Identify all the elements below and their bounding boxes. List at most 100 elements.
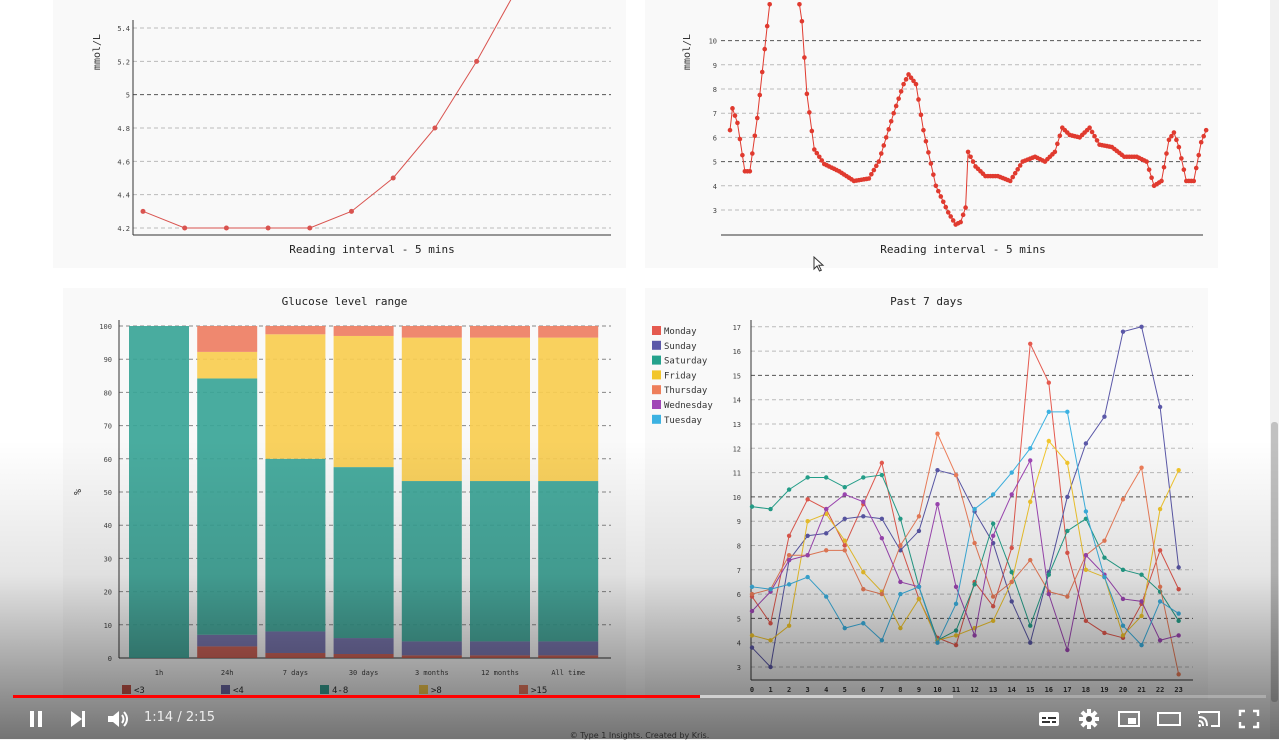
progress-bar[interactable] (13, 695, 1266, 698)
data-point (1120, 329, 1126, 334)
miniplayer-icon (1118, 711, 1140, 727)
data-point (805, 475, 810, 480)
bar-segment (333, 654, 394, 658)
data-point (990, 618, 996, 624)
data-point (879, 516, 885, 521)
data-point (842, 516, 847, 521)
legend-label: Friday (664, 371, 697, 381)
cast-icon (1198, 711, 1220, 727)
y-tick-label: 14 (733, 397, 741, 405)
data-point (735, 120, 740, 126)
data-point (923, 138, 929, 144)
y-tick-label: 4.8 (117, 125, 130, 133)
gear-icon (1079, 709, 1099, 729)
legend-label: Monday (664, 327, 697, 337)
data-point (816, 154, 822, 160)
data-point (1083, 553, 1089, 558)
data-point (474, 58, 480, 64)
pause-icon (30, 711, 42, 727)
data-point (265, 225, 271, 231)
data-point (809, 128, 815, 134)
cast-button[interactable] (1195, 706, 1223, 732)
data-point (972, 582, 977, 587)
x-tick-label: 3 (806, 686, 810, 694)
data-point (879, 536, 885, 541)
play-pause-button[interactable] (22, 706, 50, 732)
y-tick-label: 12 (733, 445, 741, 453)
subtitles-button[interactable] (1035, 706, 1063, 732)
data-point (754, 115, 760, 121)
x-tick-label: 4 (824, 686, 828, 694)
data-point (1139, 642, 1144, 648)
data-point (1181, 167, 1187, 172)
data-point (805, 553, 810, 558)
data-point (786, 553, 792, 558)
data-point (879, 591, 885, 597)
fullscreen-button[interactable] (1235, 706, 1263, 732)
data-point (950, 218, 956, 223)
page-scrollbar[interactable] (1270, 0, 1279, 739)
card-top-left: mmol/L Reading interval - 5 mins 4.2 4.4 4… (53, 0, 626, 268)
y-tick-label: 13 (733, 421, 741, 429)
data-point (1139, 324, 1144, 329)
volume-button[interactable] (104, 706, 132, 732)
data-point (749, 591, 755, 597)
bar-segment (401, 641, 462, 656)
data-point (737, 136, 743, 142)
data-point (896, 96, 901, 101)
y-tick-label: 50 (104, 489, 112, 497)
data-point (891, 110, 896, 116)
data-point (931, 172, 936, 177)
legend-label: Sunday (664, 342, 697, 352)
data-point (861, 514, 866, 519)
bar-segment (538, 481, 599, 642)
data-point (814, 150, 820, 156)
data-point (1009, 599, 1014, 604)
x-tick-label: 22 (1156, 686, 1164, 694)
data-point (757, 92, 763, 98)
mouse-cursor-icon (813, 255, 825, 276)
data-point (928, 161, 934, 166)
miniplayer-button[interactable] (1115, 706, 1143, 732)
glucose-zoom-chart: mmol/L Reading interval - 5 mins 4.2 4.4 4… (92, 0, 611, 256)
next-button[interactable] (64, 706, 92, 732)
data-point (182, 225, 188, 231)
fullscreen-icon (1238, 709, 1260, 729)
data-point (1065, 460, 1070, 466)
bar-segment (333, 335, 394, 468)
data-point (1198, 139, 1204, 145)
legend-swatch (652, 326, 661, 335)
bar-segment (197, 351, 258, 379)
y-tick-label: 15 (733, 372, 741, 380)
data-point (799, 18, 805, 24)
bar-segment (470, 641, 530, 656)
data-point (1196, 152, 1202, 158)
x-axis-label: Reading interval - 5 mins (289, 243, 455, 256)
data-point (953, 472, 959, 478)
data-point (1171, 130, 1177, 135)
data-point (972, 540, 977, 546)
data-point (747, 168, 753, 174)
theater-mode-button[interactable] (1155, 706, 1183, 732)
data-point (1065, 494, 1070, 500)
scrollbar-thumb[interactable] (1271, 422, 1278, 702)
bar-segment (470, 326, 530, 338)
settings-button[interactable] (1075, 706, 1103, 732)
data-point (958, 219, 963, 225)
data-point (1179, 156, 1184, 161)
data-point (871, 167, 877, 173)
data-point (768, 506, 773, 512)
data-point (1065, 647, 1070, 653)
data-point (1083, 509, 1089, 514)
data-point (1139, 613, 1144, 619)
data-point (898, 543, 903, 548)
data-point (812, 147, 817, 152)
data-point (1046, 438, 1051, 444)
data-point (908, 75, 914, 81)
data-point (879, 638, 885, 643)
data-point (879, 460, 885, 466)
data-point (762, 46, 768, 52)
data-point (749, 584, 755, 590)
